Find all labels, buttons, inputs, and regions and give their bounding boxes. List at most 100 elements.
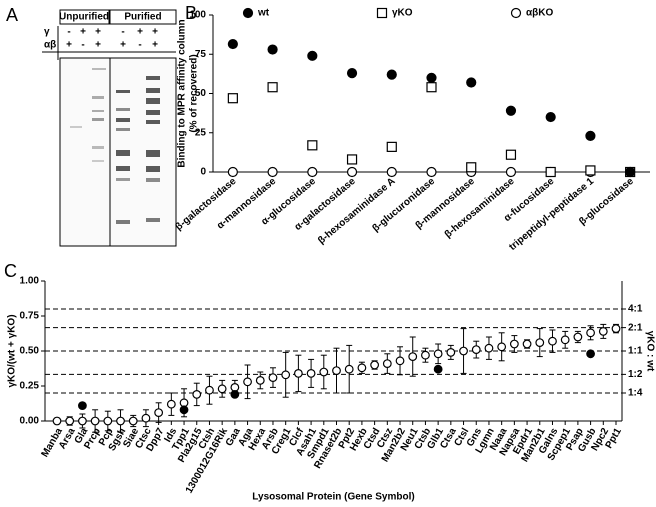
legend-marker — [242, 7, 254, 19]
point — [395, 356, 405, 366]
sign: + — [137, 27, 143, 38]
point — [545, 166, 556, 178]
sign: + — [120, 40, 126, 51]
point — [227, 93, 238, 104]
y-tick-label: 75 — [195, 49, 207, 60]
point — [306, 369, 316, 378]
point — [466, 77, 477, 88]
row-label: αβ — [44, 40, 56, 51]
sign: + — [152, 27, 158, 38]
point — [243, 377, 252, 387]
point — [307, 166, 318, 178]
point — [166, 399, 176, 409]
point — [598, 327, 608, 336]
point — [408, 352, 418, 362]
legend-box — [238, 4, 644, 22]
point — [344, 364, 354, 374]
row-label: γ — [44, 27, 50, 38]
point — [446, 348, 456, 357]
point — [141, 413, 151, 423]
point — [346, 154, 358, 165]
panel-label: A — [6, 5, 18, 25]
point — [459, 346, 468, 356]
point — [625, 166, 636, 178]
point — [509, 339, 519, 349]
point — [307, 50, 318, 61]
y-tick-label: 100 — [189, 10, 206, 21]
sign: + — [80, 27, 86, 38]
point — [205, 385, 214, 395]
point — [535, 338, 545, 348]
point — [154, 408, 164, 418]
point — [52, 416, 62, 426]
y-tick-label: 0.00 — [20, 416, 40, 427]
point — [545, 111, 556, 123]
y2-tick-label: 1:1 — [628, 346, 643, 357]
point — [497, 342, 507, 352]
y-tick-label: 0 — [200, 167, 206, 178]
legend-label: wt — [257, 8, 270, 19]
y2-tick-label: 2:1 — [628, 322, 643, 333]
sign: - — [121, 27, 124, 38]
x-tick-label: β-hexosaminidase A — [316, 176, 397, 247]
legend-marker — [510, 7, 522, 19]
point — [293, 369, 303, 378]
point — [433, 349, 443, 359]
point — [426, 82, 437, 93]
point — [433, 364, 443, 374]
y2-tick-label: 1:2 — [628, 369, 643, 380]
point — [267, 44, 278, 55]
point — [370, 360, 380, 370]
point — [78, 401, 87, 411]
point — [585, 130, 596, 141]
sign: - — [138, 40, 141, 51]
point — [307, 140, 318, 151]
legend-marker — [376, 7, 388, 19]
point — [505, 149, 517, 160]
point — [116, 416, 125, 426]
gel-image — [59, 57, 177, 247]
panel-label: C — [4, 261, 17, 281]
point — [267, 82, 278, 93]
y-axis-label: Binding to MPR affinity column — [177, 19, 188, 167]
point — [386, 166, 397, 178]
x-tick-label: β-hexosaminidase — [443, 176, 517, 241]
point — [471, 345, 481, 355]
point — [386, 141, 397, 152]
point — [78, 416, 87, 426]
point — [466, 162, 477, 173]
point — [268, 373, 278, 383]
y2-tick-label: 4:1 — [628, 304, 643, 315]
sign: - — [67, 27, 70, 38]
point — [505, 105, 517, 116]
point — [484, 343, 494, 353]
point — [255, 376, 265, 385]
point — [586, 328, 595, 338]
point — [346, 67, 358, 79]
point — [560, 335, 570, 345]
point — [505, 166, 517, 178]
group-box — [109, 9, 177, 25]
panel-label: B — [185, 3, 197, 23]
point — [346, 166, 358, 178]
point — [421, 350, 430, 360]
point — [65, 416, 75, 426]
point — [586, 349, 595, 359]
point — [357, 363, 367, 373]
y-tick-label: 50 — [195, 88, 207, 99]
legend-label: γKO — [392, 8, 413, 19]
y-tick-label: 0.25 — [20, 381, 40, 392]
y-axis-label: γKO/(wt + γKO) — [7, 314, 18, 387]
point — [179, 405, 189, 415]
group-label: Purified — [124, 12, 161, 23]
point — [128, 416, 138, 426]
sign: + — [66, 40, 72, 51]
x-axis-label: Lysosomal Protein (Gene Symbol) — [252, 492, 414, 503]
point — [548, 336, 557, 346]
y2-axis-label: γKO : wt — [644, 331, 655, 372]
sign: - — [81, 40, 84, 51]
y-tick-label: 0.50 — [20, 346, 40, 357]
point — [426, 72, 437, 83]
sign: + — [95, 27, 101, 38]
